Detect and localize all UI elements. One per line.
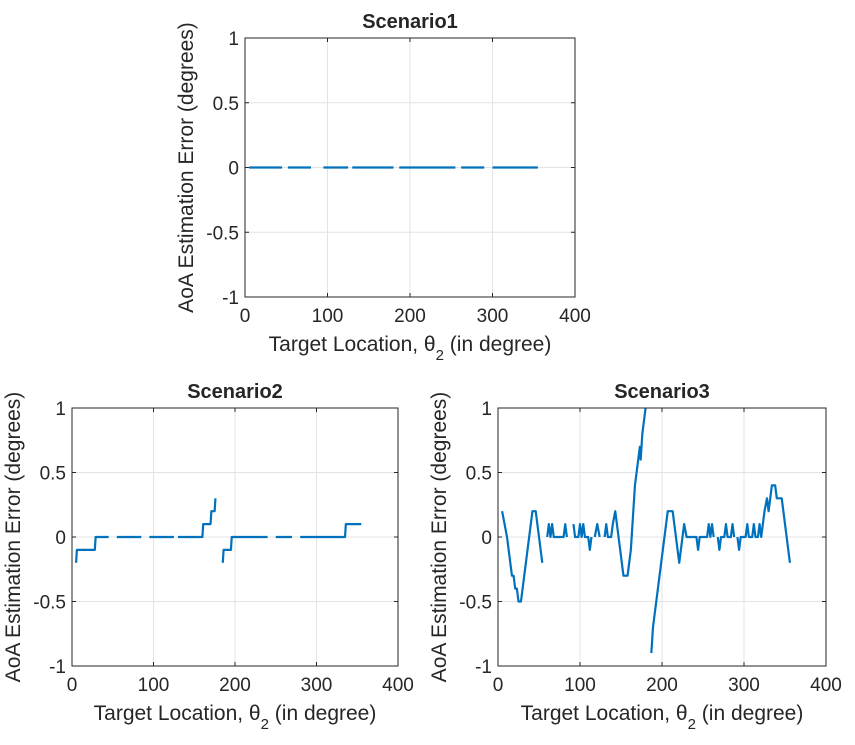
data-line-segment [572,522,593,552]
y-tick-label: 0 [228,159,239,180]
chart-panel-2: 0 100 200 300 400 -1 -0.5 0 0.5 1 Scenario2 Target … [2,381,414,733]
data-line-segment [177,498,217,539]
x-tick-label: 0 [240,306,251,327]
y-tick-label: 0.5 [213,94,239,115]
y-tick-label: -0.5 [459,593,492,614]
y-tick-label: -0.5 [206,223,239,244]
x-tick-label: 400 [559,306,591,327]
x-tick-label: 100 [312,306,344,327]
y-tick-label: -1 [475,657,492,678]
data-line-segment [546,522,568,539]
data-line-segment [300,522,362,539]
chart-panel-1: 0 100 200 300 400 -1 -0.5 0 0.5 1 Scenario1 Target … [175,11,591,364]
data-line-segment [593,522,601,538]
x-tick-label: 0 [493,675,504,696]
x-tick-label: 100 [138,675,170,696]
x-tick-label: 100 [564,675,596,696]
data-line-segment [221,535,268,563]
chart-title: Scenario1 [362,11,458,33]
data-line-segment [650,510,715,654]
y-tick-label: 0 [55,528,66,549]
y-axis-label: AoA Estimation Error (degrees) [428,392,451,683]
y-tick-label: 0.5 [466,464,492,485]
x-tick-label: 300 [477,306,509,327]
x-tick-label: 300 [728,675,760,696]
chart-title: Scenario3 [614,381,710,403]
x-tick-label: 200 [646,675,678,696]
x-axis-label: Target Location, θ2 (in degree) [269,333,552,364]
data-line-segment [736,484,792,563]
chart-panel-3: 0 100 200 300 400 -1 -0.5 0 0.5 1 Scenario3 Target … [428,381,842,733]
chart-title: Scenario2 [187,381,283,403]
y-axis-label: AoA Estimation Error (degrees) [175,22,198,313]
y-tick-label: 1 [481,399,492,420]
x-tick-label: 200 [394,306,426,327]
x-axis-label: Target Location, θ2 (in degree) [94,702,377,733]
y-tick-label: 0.5 [40,464,66,485]
y-tick-label: 1 [228,29,239,50]
data-line-segment [716,522,736,552]
data-line-segment [501,510,544,603]
data-line-segment [603,407,647,577]
x-tick-label: 400 [382,675,414,696]
y-tick-label: 1 [55,399,66,420]
y-tick-label: -1 [222,288,239,309]
y-tick-label: -0.5 [33,593,66,614]
y-axis-label: AoA Estimation Error (degrees) [2,392,25,683]
data-line-segment [74,535,109,563]
x-tick-label: 200 [219,675,251,696]
x-axis-label: Target Location, θ2 (in degree) [521,702,804,733]
x-tick-label: 0 [67,675,78,696]
x-tick-label: 400 [810,675,842,696]
y-tick-label: 0 [481,528,492,549]
x-tick-label: 300 [301,675,333,696]
y-tick-label: -1 [49,657,66,678]
